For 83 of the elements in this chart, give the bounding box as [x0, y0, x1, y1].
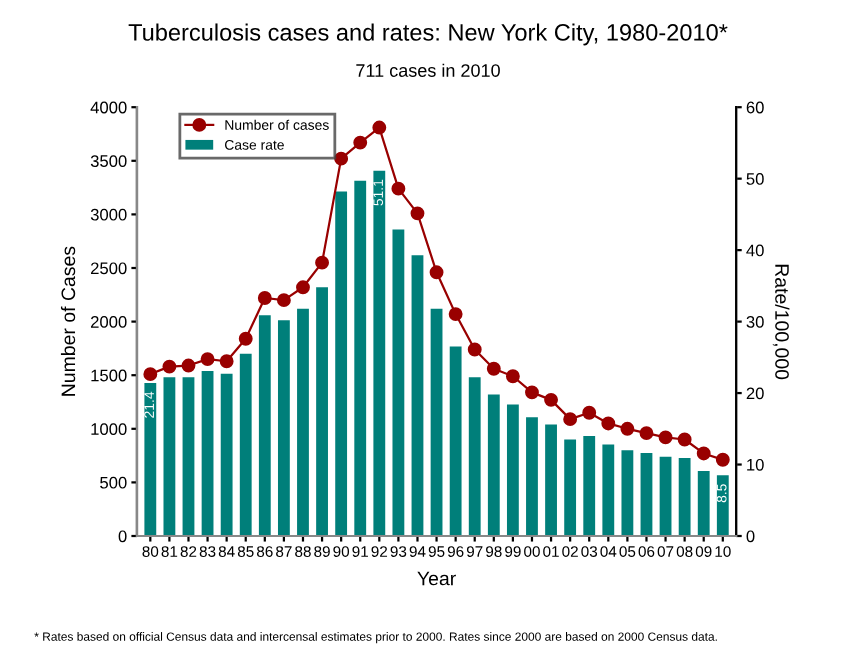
point: [238, 331, 253, 346]
y-tick-label: 4000: [90, 101, 127, 114]
bar: [640, 453, 653, 536]
bar: [545, 424, 557, 536]
point: [429, 265, 444, 280]
chart-subtitle: 711 cases in 2010: [356, 63, 500, 77]
x-axis-title: Year: [417, 571, 456, 586]
point: [410, 206, 425, 221]
y2-tick-label: 10: [747, 458, 764, 471]
point: [372, 120, 387, 135]
bar: [316, 287, 328, 536]
point: [296, 280, 310, 295]
y-axis-title: Number of Cases: [60, 246, 76, 396]
point: [563, 412, 578, 427]
point: [143, 367, 158, 382]
bar: [526, 417, 538, 536]
bar: [163, 377, 176, 536]
bar: [659, 456, 672, 536]
bar: [564, 439, 577, 536]
bar: [468, 377, 481, 536]
y-tick-label: 2500: [91, 262, 127, 275]
bar: [258, 315, 271, 536]
bar: [297, 308, 309, 536]
bar: [411, 255, 424, 536]
point: [582, 405, 597, 420]
point: [276, 293, 291, 308]
bar: [182, 377, 195, 536]
bar: [354, 180, 367, 536]
point: [353, 135, 368, 150]
point: [544, 392, 558, 407]
point: [658, 430, 673, 445]
chart-title: Tuberculosis cases and rates: New York City, 1980-2010*: [128, 23, 728, 46]
bar: [392, 229, 405, 536]
bar: [506, 404, 519, 536]
point: [525, 385, 539, 400]
point: [391, 181, 406, 196]
point: [601, 416, 616, 431]
point: [219, 354, 234, 369]
bar: [487, 394, 500, 536]
bar: [697, 470, 710, 536]
bar: [373, 170, 386, 536]
point: [486, 361, 501, 376]
y-tick-label: 0: [118, 530, 127, 543]
point: [505, 369, 520, 384]
point: [448, 307, 463, 322]
y-tick-label: 1000: [91, 423, 127, 435]
point: [696, 446, 711, 461]
y-tick-label: 3000: [90, 208, 127, 221]
bar: [239, 353, 252, 536]
bar: [621, 450, 634, 536]
point: [677, 432, 692, 447]
bar: [335, 191, 348, 536]
bar: [201, 370, 214, 536]
point: [639, 426, 654, 441]
point: [620, 421, 635, 436]
bar: [583, 435, 596, 536]
bar: [144, 383, 157, 536]
y2-tick-label: 60: [746, 101, 764, 114]
bar: [678, 458, 691, 536]
y2-tick-label: 40: [746, 244, 764, 257]
y2-tick-label: 50: [746, 173, 764, 185]
y-tick-label: 2000: [91, 316, 127, 328]
bar: [430, 308, 443, 536]
y-tick-label: 1500: [91, 369, 127, 382]
y2-axis-title: Rate/100,000: [772, 264, 790, 380]
bar: [277, 320, 290, 536]
point: [715, 452, 730, 467]
point: [200, 352, 215, 367]
bar: [449, 346, 462, 536]
y-tick-label: 500: [100, 476, 127, 489]
y2-tick-label: 30: [746, 316, 764, 328]
y-tick-label: 3500: [90, 155, 127, 167]
bar: [220, 373, 233, 536]
bar: [716, 475, 729, 536]
point: [467, 342, 482, 357]
point: [334, 151, 349, 166]
y2-tick-label: 0: [746, 530, 755, 543]
y2-tick-label: 20: [746, 387, 764, 400]
point: [181, 358, 196, 373]
bar: [602, 444, 615, 536]
point: [162, 359, 177, 374]
point: [315, 255, 330, 270]
point: [257, 291, 272, 305]
